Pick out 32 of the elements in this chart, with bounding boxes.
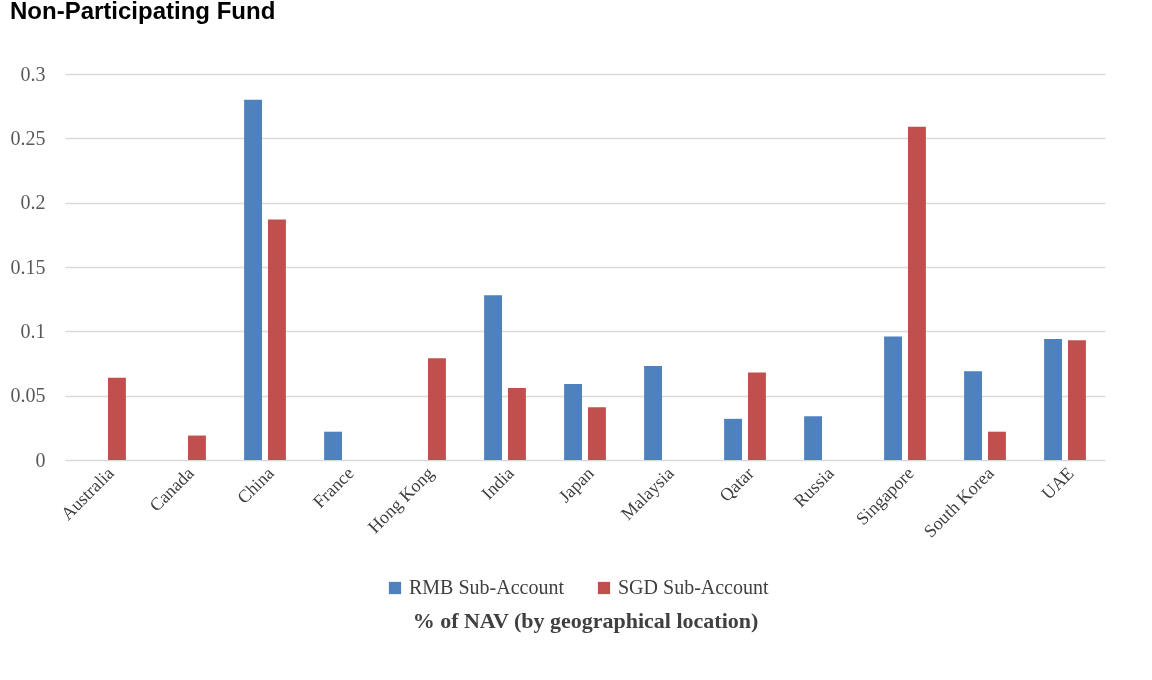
bar	[564, 384, 583, 460]
bar	[107, 377, 126, 460]
bar	[747, 372, 766, 460]
bar	[324, 431, 343, 460]
legend-label: RMB Sub-Account	[409, 576, 565, 598]
x-axis-title: % of NAV (by geographical location)	[412, 608, 759, 634]
bar	[907, 126, 926, 460]
y-tick-label: 0.3	[20, 62, 46, 85]
y-tick-label: 0.05	[10, 384, 46, 407]
bar	[724, 418, 743, 460]
bar	[507, 387, 526, 460]
bar	[187, 435, 206, 460]
y-tick-label: 0.2	[20, 191, 46, 214]
bar	[427, 358, 446, 460]
y-tick-label: 0.1	[20, 319, 46, 342]
bar	[244, 99, 263, 460]
bar	[587, 407, 606, 460]
bar	[804, 416, 823, 460]
bar	[964, 371, 983, 460]
bar	[1044, 339, 1063, 460]
y-tick-label: 0.15	[10, 255, 46, 278]
bar	[644, 366, 663, 460]
chart-title: Non-Participating Fund	[10, 0, 276, 24]
bar	[987, 431, 1006, 460]
x-tick-label: India	[477, 463, 518, 504]
bar	[267, 219, 286, 460]
bar	[484, 295, 503, 460]
y-tick-label: 0	[35, 448, 46, 471]
bar	[884, 336, 903, 460]
bar	[1067, 340, 1086, 460]
legend-label: SGD Sub-Account	[618, 576, 769, 598]
y-tick-label: 0.25	[10, 126, 46, 149]
